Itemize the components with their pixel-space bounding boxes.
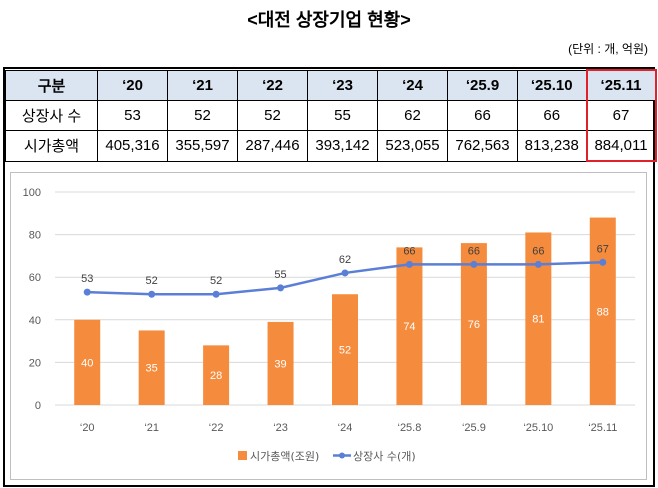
table-cell: 355,597 [167, 130, 238, 162]
x-tick-label: ‘25.8 [398, 422, 422, 434]
x-tick-label: ‘22 [209, 422, 224, 434]
line-data-label: 66 [532, 245, 544, 257]
line-point [405, 260, 413, 268]
bar-data-label: 40 [81, 357, 93, 369]
bar [332, 294, 358, 405]
y-tick-label: 20 [29, 357, 41, 369]
table-header: ‘25.9 [447, 69, 518, 101]
chart-area [10, 172, 647, 480]
y-tick-label: 80 [29, 230, 41, 242]
line-data-label: 67 [597, 243, 609, 255]
bar [74, 319, 101, 405]
table-header: 구분 [5, 69, 98, 101]
line-data-label: 53 [81, 273, 93, 285]
line-data-label: 66 [403, 245, 415, 257]
bar-data-label: 39 [274, 358, 286, 370]
bar-data-label: 35 [146, 363, 158, 375]
table-cell: 55 [307, 100, 378, 131]
line-point [534, 260, 542, 268]
data-table: 구분 ‘20 ‘21 ‘22 ‘23 ‘24 ‘25.9 ‘25.10 ‘25.… [5, 69, 657, 162]
legend-line-marker [339, 452, 345, 459]
table-header-row: 구분 ‘20 ‘21 ‘22 ‘23 ‘24 ‘25.9 ‘25.10 ‘25.… [5, 69, 657, 101]
table-cell: 523,055 [377, 130, 448, 162]
page-title: <대전 상장기업 현황> [247, 10, 411, 30]
bar [460, 243, 487, 405]
table-header: ‘25.10 [517, 69, 587, 101]
line-point [470, 260, 478, 268]
table-row: 상장사 수 53 52 52 55 62 66 66 67 [5, 100, 657, 131]
table-cell: 884,011 [585, 130, 657, 162]
table-row: 시가총액 405,316 355,597 287,446 393,142 523… [5, 130, 657, 162]
line-point [83, 288, 91, 296]
line-data-label: 66 [468, 245, 480, 257]
table-header: ‘25.11 [585, 69, 657, 101]
line-data-label: 62 [339, 254, 351, 266]
table-cell: 66 [447, 100, 518, 131]
table-cell: 52 [237, 100, 308, 131]
line-point [212, 290, 220, 298]
y-tick-label: 60 [29, 272, 41, 284]
legend-label: 시가총액(조원) [250, 450, 319, 463]
line-point [277, 284, 285, 292]
bar-data-label: 88 [597, 306, 609, 318]
x-tick-label: ‘21 [144, 422, 159, 434]
unit-label: (단위 : 개, 억원) [568, 42, 648, 56]
x-tick-label: ‘23 [273, 422, 288, 434]
line-point [148, 290, 156, 298]
y-tick-label: 0 [35, 400, 41, 412]
bar-data-label: 52 [339, 345, 351, 357]
table-header: ‘22 [237, 69, 308, 101]
content-frame [3, 67, 655, 487]
bar-data-label: 74 [403, 321, 415, 333]
line-data-label: 55 [274, 269, 286, 281]
bar [138, 330, 165, 405]
table-cell: 시가총액 [5, 130, 98, 162]
line-data-label: 52 [210, 275, 222, 287]
x-tick-label: ‘25.11 [588, 422, 617, 434]
x-tick-label: ‘20 [80, 422, 95, 434]
x-tick-label: ‘25.9 [462, 422, 486, 434]
table-cell: 53 [97, 100, 168, 131]
table-cell: 287,446 [237, 130, 308, 162]
table-header: ‘24 [377, 69, 448, 101]
line-point [341, 269, 349, 277]
table-header: ‘23 [307, 69, 378, 101]
bar [267, 321, 294, 405]
table-cell: 762,563 [447, 130, 518, 162]
x-tick-label: ‘24 [338, 422, 353, 434]
table-cell: 393,142 [307, 130, 378, 162]
x-tick-label: ‘25.10 [523, 422, 553, 434]
line-data-label: 52 [146, 275, 158, 287]
table-cell: 상장사 수 [5, 100, 98, 131]
bar-data-label: 28 [210, 370, 222, 382]
bar [203, 345, 230, 405]
legend-bar-swatch [238, 451, 247, 460]
legend-label: 상장사 수(개) [353, 450, 416, 463]
table-header: ‘21 [167, 69, 238, 101]
table-cell: 66 [517, 100, 587, 131]
y-tick-label: 40 [29, 315, 41, 327]
bar-data-label: 81 [532, 314, 544, 326]
y-tick-label: 100 [23, 187, 41, 199]
bar [396, 247, 423, 405]
table-cell: 67 [585, 100, 657, 131]
table-cell: 405,316 [97, 130, 168, 162]
line-point [599, 258, 607, 266]
table-cell: 62 [377, 100, 448, 131]
bar [589, 217, 616, 405]
table-cell: 813,238 [517, 130, 587, 162]
bar-data-label: 76 [468, 319, 480, 331]
